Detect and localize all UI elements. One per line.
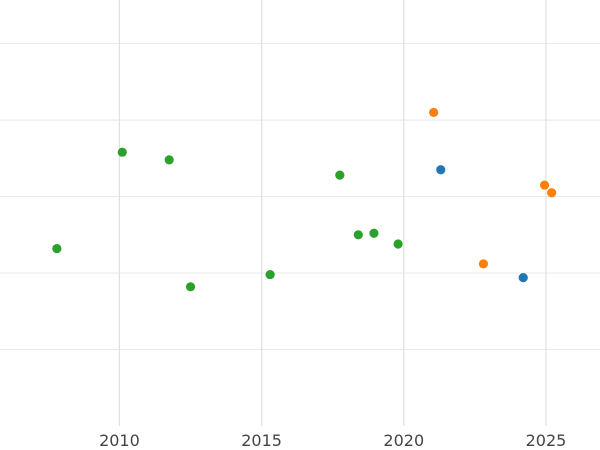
scatter-point-s1-7 [353, 230, 363, 240]
scatter-point-s2-4 [547, 188, 557, 198]
x-axis-ticks: 2010 2015 2020 2025 [99, 431, 566, 450]
scatter-point-s2-2 [478, 259, 489, 269]
x-tick-label-2020: 2020 [383, 431, 424, 450]
scatter-point-s1-9 [393, 239, 403, 249]
chart-grid [0, 0, 600, 426]
scatter-point-s1-3 [164, 155, 174, 165]
scatter-point-s1-2 [117, 147, 127, 157]
scatter-point-s3-1 [436, 165, 446, 175]
scatter-point-s1-1 [52, 243, 62, 254]
scatter-point-s3-2 [518, 273, 528, 283]
scatter-point-s1-4 [185, 282, 196, 292]
scatter-point-s1-6 [335, 170, 345, 180]
scatter-point-s2-3 [539, 180, 550, 190]
x-tick-label-2025: 2025 [526, 431, 567, 450]
scatter-point-s2-1 [429, 107, 439, 118]
scatter-point-s1-8 [369, 228, 379, 238]
x-tick-label-2010: 2010 [99, 431, 140, 450]
chart-points [52, 107, 557, 292]
scatter-point-s1-5 [265, 269, 275, 280]
x-tick-label-2015: 2015 [241, 431, 282, 450]
